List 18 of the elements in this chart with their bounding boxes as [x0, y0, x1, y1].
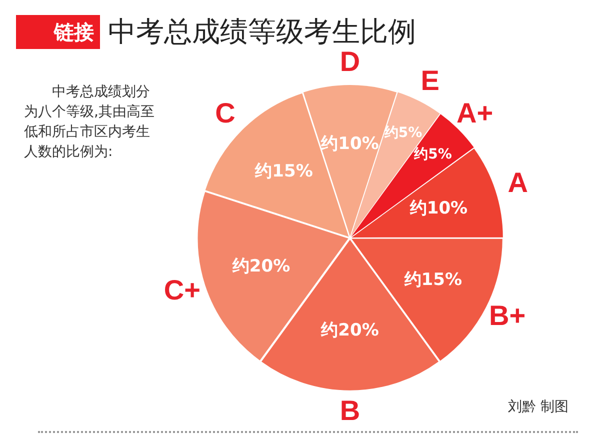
data-label: 约15%	[403, 270, 462, 290]
slice-label: A+	[456, 97, 494, 128]
text: 刘黔 制图	[508, 398, 568, 416]
data-label: 约5%	[413, 146, 452, 163]
slice-label: E	[420, 65, 440, 96]
data-label: 约10%	[408, 198, 468, 219]
data-label: 约10%	[320, 134, 379, 154]
text: 中考总成绩划分为八个等级,其由高至低和所占市区内考生人数的比例为:	[24, 83, 156, 162]
slice-label: B	[340, 395, 360, 426]
slice-label: C+	[164, 274, 200, 306]
data-label: 约15%	[254, 161, 313, 182]
data-label: 约20%	[231, 256, 290, 276]
slice-label: B+	[488, 300, 526, 331]
data-label: 约20%	[320, 320, 379, 341]
slice-label: C	[215, 97, 236, 128]
text: 链接	[16, 15, 100, 49]
slice-label: A	[508, 166, 528, 198]
data-label: 约5%	[383, 125, 422, 142]
